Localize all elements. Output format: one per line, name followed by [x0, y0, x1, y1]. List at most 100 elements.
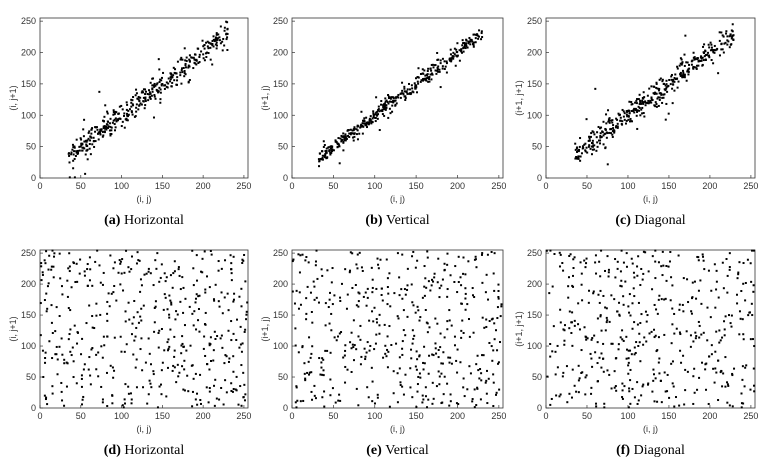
data-point	[631, 262, 634, 265]
data-point	[207, 47, 210, 50]
data-point	[397, 96, 400, 99]
data-point	[217, 260, 220, 263]
data-point	[310, 311, 313, 314]
data-point	[299, 400, 302, 403]
data-point	[476, 386, 479, 389]
data-point	[91, 127, 94, 130]
data-point	[135, 106, 138, 109]
data-point	[186, 374, 189, 377]
data-point	[204, 288, 207, 291]
data-point	[121, 258, 124, 261]
data-point	[75, 138, 78, 141]
data-point	[227, 309, 230, 312]
data-point	[159, 276, 162, 279]
data-point	[603, 406, 606, 409]
data-point	[121, 120, 124, 123]
data-point	[446, 295, 449, 298]
x-axis-label: (i, j)	[137, 194, 152, 204]
data-point	[607, 271, 610, 274]
data-point	[692, 67, 695, 70]
plot-area	[39, 249, 249, 409]
data-point	[411, 301, 414, 304]
data-point	[675, 77, 678, 80]
data-point	[395, 342, 398, 345]
data-point	[443, 268, 446, 271]
data-point	[170, 301, 173, 304]
data-point	[88, 143, 91, 146]
data-point	[130, 101, 133, 104]
data-point	[419, 80, 422, 83]
data-point	[418, 354, 421, 357]
data-point	[365, 351, 368, 354]
data-point	[464, 297, 467, 300]
data-point	[331, 303, 334, 306]
data-point	[621, 108, 624, 111]
data-point	[743, 385, 746, 388]
data-point	[674, 396, 677, 399]
data-point	[655, 82, 658, 85]
data-point	[477, 369, 480, 372]
data-point	[442, 351, 445, 354]
data-point	[726, 401, 729, 404]
data-point	[722, 287, 725, 290]
data-point	[112, 113, 115, 116]
data-point	[125, 101, 128, 104]
data-point	[114, 129, 117, 132]
data-point	[625, 252, 628, 255]
data-point	[462, 42, 465, 45]
data-point	[383, 102, 386, 105]
data-point	[390, 344, 393, 347]
data-point	[730, 314, 733, 317]
data-point	[363, 347, 366, 350]
data-point	[630, 353, 633, 356]
data-point	[480, 379, 483, 382]
data-point	[103, 120, 106, 123]
data-point	[677, 80, 680, 83]
data-point	[195, 328, 198, 331]
data-point	[497, 297, 500, 300]
data-point	[416, 358, 419, 361]
data-point	[198, 294, 201, 297]
data-point	[191, 56, 194, 59]
data-point	[567, 276, 570, 279]
data-point	[324, 324, 327, 327]
data-point	[424, 74, 427, 77]
data-point	[576, 150, 579, 153]
data-point	[160, 79, 163, 82]
data-point	[473, 388, 476, 391]
data-point	[747, 314, 750, 317]
data-point	[333, 294, 336, 297]
data-point	[208, 342, 211, 345]
data-point	[694, 58, 697, 61]
data-point	[625, 335, 628, 338]
data-point	[570, 321, 573, 324]
data-point	[178, 371, 181, 374]
data-point	[630, 101, 633, 104]
data-point	[562, 269, 565, 272]
data-point	[488, 341, 491, 344]
data-point	[664, 84, 667, 87]
data-point	[126, 112, 129, 115]
data-point	[559, 308, 562, 311]
data-point	[614, 276, 617, 279]
data-point	[113, 284, 116, 287]
data-point	[595, 136, 598, 139]
data-point	[152, 116, 155, 119]
data-point	[646, 94, 649, 97]
data-point	[661, 274, 664, 277]
data-point	[191, 312, 194, 315]
data-point	[203, 47, 206, 50]
data-point	[210, 253, 213, 256]
x-tick-label: 0	[37, 411, 42, 421]
data-point	[609, 128, 612, 131]
data-point	[127, 113, 130, 116]
data-point	[422, 398, 425, 401]
data-point	[713, 381, 716, 384]
data-point	[580, 152, 583, 155]
data-point	[417, 375, 420, 378]
data-point	[641, 112, 644, 115]
y-tick-label: 50	[26, 372, 36, 382]
data-point	[86, 268, 89, 271]
data-point	[196, 403, 199, 406]
data-point	[200, 50, 203, 53]
